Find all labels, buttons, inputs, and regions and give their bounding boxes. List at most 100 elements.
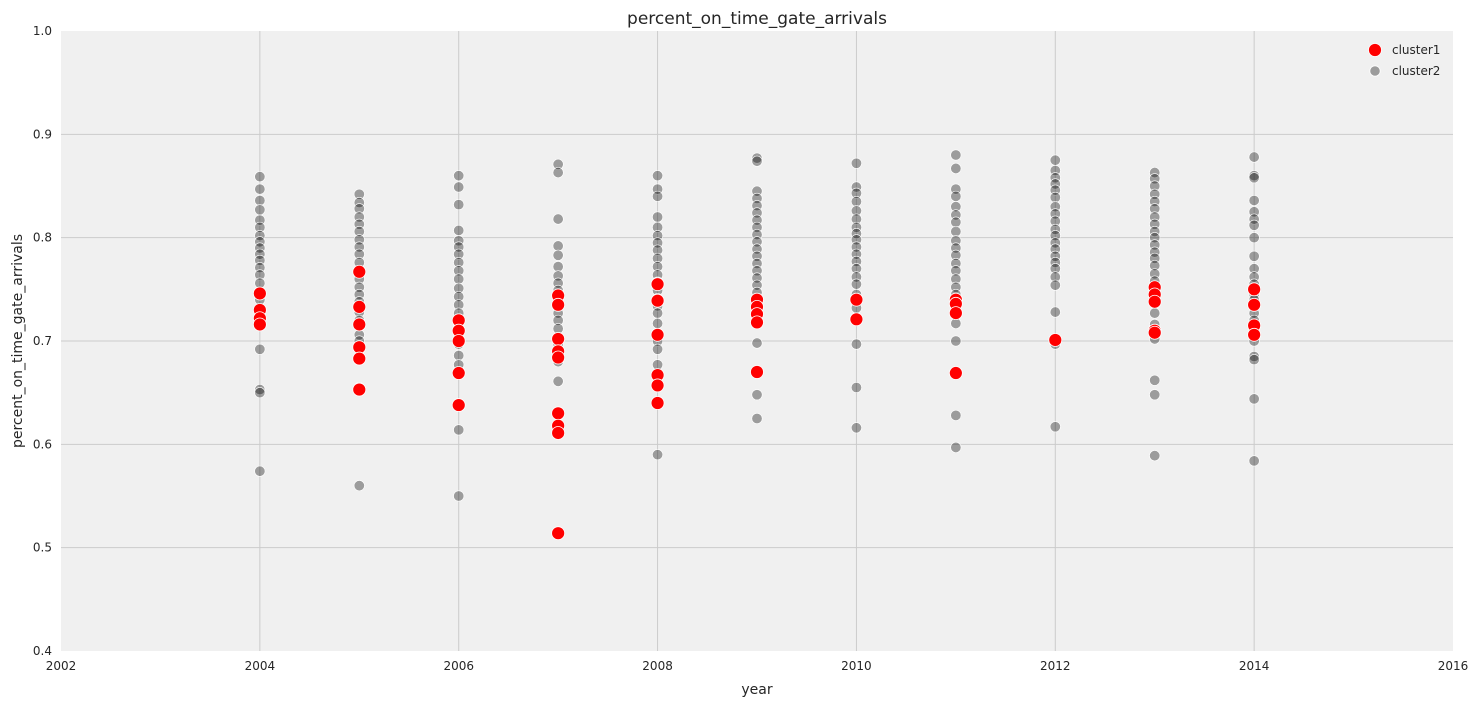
cluster2-point — [353, 248, 365, 260]
cluster2-point — [254, 171, 266, 183]
x-tick-label: 2014 — [1239, 659, 1270, 673]
series-cluster1-points — [252, 264, 1262, 541]
cluster2-point — [1049, 250, 1061, 262]
cluster2-point — [453, 235, 465, 247]
cluster2-point — [453, 273, 465, 285]
cluster2-point — [1049, 263, 1061, 275]
legend-marker-cluster2 — [1369, 65, 1381, 77]
cluster2-point — [1049, 178, 1061, 190]
cluster2-point — [1049, 191, 1061, 203]
cluster2-point — [1049, 172, 1061, 184]
cluster2-point — [254, 465, 266, 477]
cluster2-point — [751, 412, 763, 424]
y-axis-label: percent_on_time_gate_arrivals — [10, 234, 26, 448]
cluster1-point — [551, 297, 566, 312]
cluster2-point — [751, 152, 763, 164]
cluster2-point — [453, 265, 465, 277]
cluster2-point — [254, 343, 266, 355]
cluster2-point — [254, 384, 266, 396]
y-axis-ticks: 0.4 0.5 0.6 0.7 0.8 0.9 1.0 — [33, 24, 52, 658]
cluster2-point — [453, 181, 465, 193]
cluster1-point — [948, 306, 963, 321]
legend-marker-cluster1 — [1368, 43, 1382, 57]
cluster2-point — [1248, 151, 1260, 163]
x-tick-label: 2010 — [841, 659, 872, 673]
x-tick-label: 2006 — [443, 659, 474, 673]
cluster2-point — [1149, 260, 1161, 272]
cluster2-point — [254, 387, 266, 399]
cluster1-point — [352, 299, 367, 314]
cluster2-point — [950, 201, 962, 213]
cluster2-point — [652, 449, 664, 461]
cluster2-point — [850, 228, 862, 240]
cluster1-point — [352, 317, 367, 332]
x-axis-label: year — [741, 682, 772, 698]
cluster1-point — [252, 286, 267, 301]
cluster2-point — [850, 181, 862, 193]
cluster2-point — [1248, 350, 1260, 362]
x-tick-label: 2008 — [642, 659, 673, 673]
y-tick-label: 0.6 — [33, 437, 52, 451]
cluster2-point — [1149, 389, 1161, 401]
cluster2-point — [950, 441, 962, 453]
cluster2-point — [950, 409, 962, 421]
cluster2-point — [1049, 223, 1061, 235]
cluster1-point — [352, 351, 367, 366]
cluster2-point — [353, 188, 365, 200]
cluster2-point — [1149, 450, 1161, 462]
y-tick-label: 0.8 — [33, 231, 52, 245]
cluster1-point — [1147, 325, 1162, 340]
cluster2-point — [652, 261, 664, 273]
cluster1-point — [948, 366, 963, 380]
cluster2-point — [1149, 246, 1161, 258]
cluster1-point — [551, 426, 566, 440]
cluster2-point — [254, 194, 266, 206]
cluster2-point — [552, 167, 564, 179]
cluster2-point — [1248, 263, 1260, 275]
cluster2-point — [1248, 393, 1260, 405]
cluster2-point — [1248, 194, 1260, 206]
cluster1-point — [1048, 333, 1063, 347]
cluster2-point — [850, 381, 862, 393]
cluster1-point — [551, 332, 566, 346]
cluster2-point — [552, 261, 564, 273]
cluster1-point — [1247, 297, 1262, 312]
cluster2-point — [1149, 203, 1161, 215]
cluster2-point — [453, 424, 465, 436]
cluster2-point — [1248, 250, 1260, 262]
cluster2-point — [1248, 172, 1260, 184]
cluster1-point — [451, 366, 466, 380]
cluster1-point — [650, 327, 665, 342]
cluster2-point — [353, 203, 365, 215]
legend-label-cluster1: cluster1 — [1392, 43, 1440, 57]
cluster2-point — [950, 216, 962, 228]
cluster2-point — [850, 213, 862, 225]
x-axis-ticks: 2002 2004 2006 2008 2010 2012 2014 2016 — [46, 659, 1469, 673]
cluster2-point — [453, 170, 465, 182]
cluster2-point — [1049, 215, 1061, 227]
cluster2-point — [1049, 271, 1061, 283]
cluster2-point — [950, 273, 962, 285]
cluster2-point — [850, 196, 862, 208]
cluster2-point — [1049, 237, 1061, 249]
cluster2-point — [254, 242, 266, 254]
cluster2-point — [254, 230, 266, 242]
cluster2-point — [453, 291, 465, 303]
cluster2-point — [552, 314, 564, 326]
cluster2-point — [453, 224, 465, 236]
cluster2-point — [850, 278, 862, 290]
y-tick-label: 1.0 — [33, 24, 52, 38]
cluster1-point — [1247, 282, 1262, 297]
x-tick-label: 2004 — [245, 659, 276, 673]
cluster2-point — [254, 269, 266, 281]
cluster1-point — [650, 293, 665, 308]
cluster1-point — [849, 312, 864, 327]
cluster2-point — [453, 490, 465, 502]
cluster2-point — [254, 248, 266, 260]
cluster2-point — [850, 263, 862, 275]
cluster2-point — [453, 282, 465, 294]
cluster2-point — [453, 349, 465, 361]
cluster1-point — [551, 526, 566, 541]
cluster2-point — [652, 211, 664, 223]
